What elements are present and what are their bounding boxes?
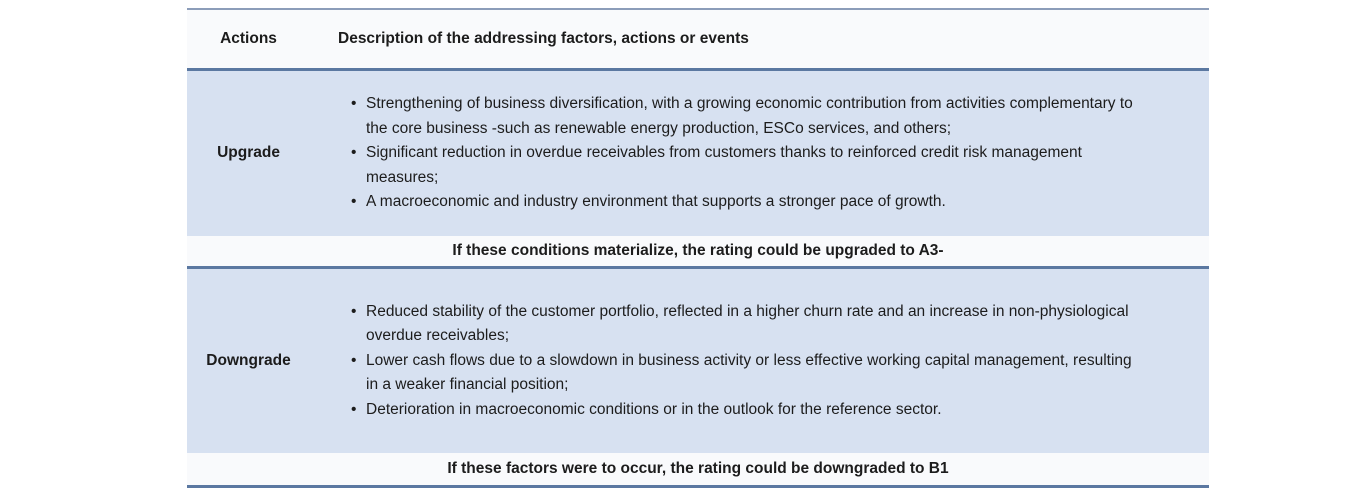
downgrade-bullet-list: Reduced stability of the customer portfo… [338, 300, 1141, 423]
upgrade-row: Upgrade Strengthening of business divers… [187, 71, 1209, 236]
downgrade-description-cell: Reduced stability of the customer portfo… [310, 300, 1209, 423]
upgrade-description-cell: Strengthening of business diversificatio… [310, 92, 1209, 215]
downgrade-note-row: If these factors were to occur, the rati… [187, 453, 1209, 488]
header-description-cell: Description of the addressing factors, a… [338, 30, 749, 47]
rating-actions-table: Actions Description of the addressing fa… [187, 8, 1209, 488]
bullet-item: Reduced stability of the customer portfo… [351, 300, 1141, 349]
downgrade-row: Downgrade Reduced stability of the custo… [187, 268, 1209, 453]
upgrade-note-row: If these conditions materialize, the rat… [187, 235, 1209, 269]
header-actions-cell: Actions [220, 30, 277, 47]
upgrade-action-label: Upgrade [217, 144, 280, 162]
downgrade-action-label: Downgrade [206, 351, 291, 369]
bullet-item: Significant reduction in overdue receiva… [351, 141, 1141, 190]
bullet-item: Deterioration in macroeconomic condition… [351, 398, 1141, 423]
bullet-item: Lower cash flows due to a slowdown in bu… [351, 349, 1141, 398]
bullet-item: A macroeconomic and industry environment… [351, 190, 1141, 215]
bullet-item: Strengthening of business diversificatio… [351, 92, 1141, 141]
upgrade-bullet-list: Strengthening of business diversificatio… [338, 92, 1141, 215]
table-header-row: Actions Description of the addressing fa… [187, 10, 1209, 71]
